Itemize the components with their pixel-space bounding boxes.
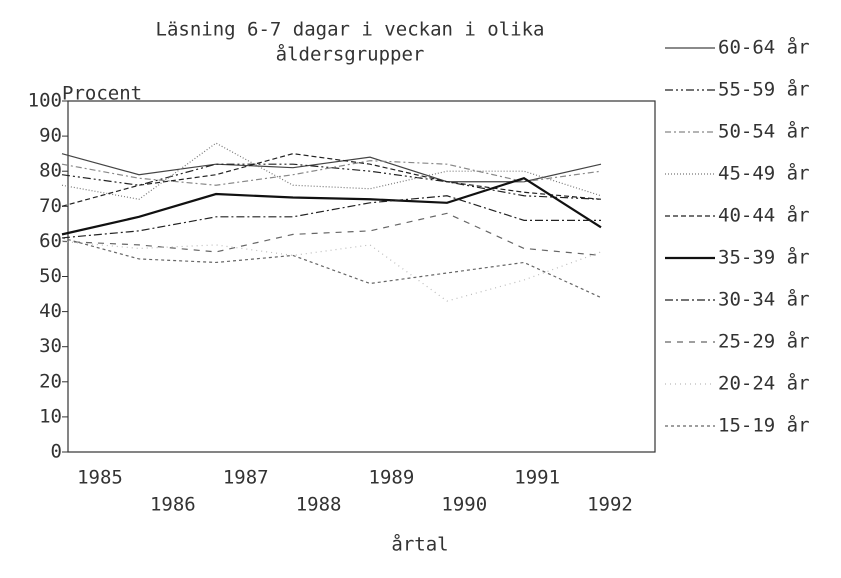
legend-label: 55-59 år — [718, 78, 810, 101]
x-tick-label: 1988 — [296, 494, 342, 516]
plot-frame — [67, 100, 656, 453]
legend-label: 25-29 år — [718, 330, 810, 353]
y-tick-label: 60 — [39, 230, 62, 252]
y-tick-label: 10 — [39, 405, 62, 427]
legend-label: 15-19 år — [718, 414, 810, 437]
y-tick-label: 40 — [39, 300, 62, 322]
x-tick-label: 1990 — [441, 494, 487, 516]
x-tick-label: 1985 — [77, 467, 123, 489]
y-tick-label: 20 — [39, 370, 62, 392]
series-line — [61, 195, 601, 239]
legend-label: 40-44 år — [718, 204, 810, 227]
y-tick-label: 0 — [51, 441, 62, 463]
x-tick-label: 1989 — [369, 467, 415, 489]
x-axis-label: årtal — [391, 533, 448, 556]
x-tick-label: 1991 — [514, 467, 560, 489]
series-line — [61, 240, 602, 302]
series-line — [61, 163, 602, 200]
x-tick-label: 1987 — [223, 467, 269, 489]
y-tick-label: 30 — [39, 335, 62, 357]
legend-label: 45-49 år — [718, 162, 810, 185]
x-tick-label: 1986 — [150, 494, 196, 516]
series-line — [61, 212, 602, 257]
series-line — [61, 153, 602, 207]
series-line — [61, 237, 602, 299]
series-line — [61, 177, 602, 236]
y-tick-label: 80 — [39, 160, 62, 182]
y-tick-label: 70 — [39, 195, 62, 217]
y-tick-label: 100 — [28, 90, 62, 112]
legend-label: 35-39 år — [718, 246, 810, 269]
y-tick-label: 90 — [39, 125, 62, 147]
chart-title: åldersgrupper — [276, 43, 425, 66]
legend-label: 30-34 år — [718, 288, 810, 311]
y-axis-label: Procent — [62, 83, 142, 105]
legend-label: 20-24 år — [718, 372, 810, 395]
x-tick-label: 1992 — [587, 494, 633, 516]
chart-title: Läsning 6-7 dagar i veckan i olika — [156, 19, 545, 41]
legend-label: 60-64 år — [718, 36, 810, 59]
y-tick-label: 50 — [39, 265, 62, 287]
legend-label: 50-54 år — [718, 120, 810, 143]
series-line — [61, 142, 602, 200]
